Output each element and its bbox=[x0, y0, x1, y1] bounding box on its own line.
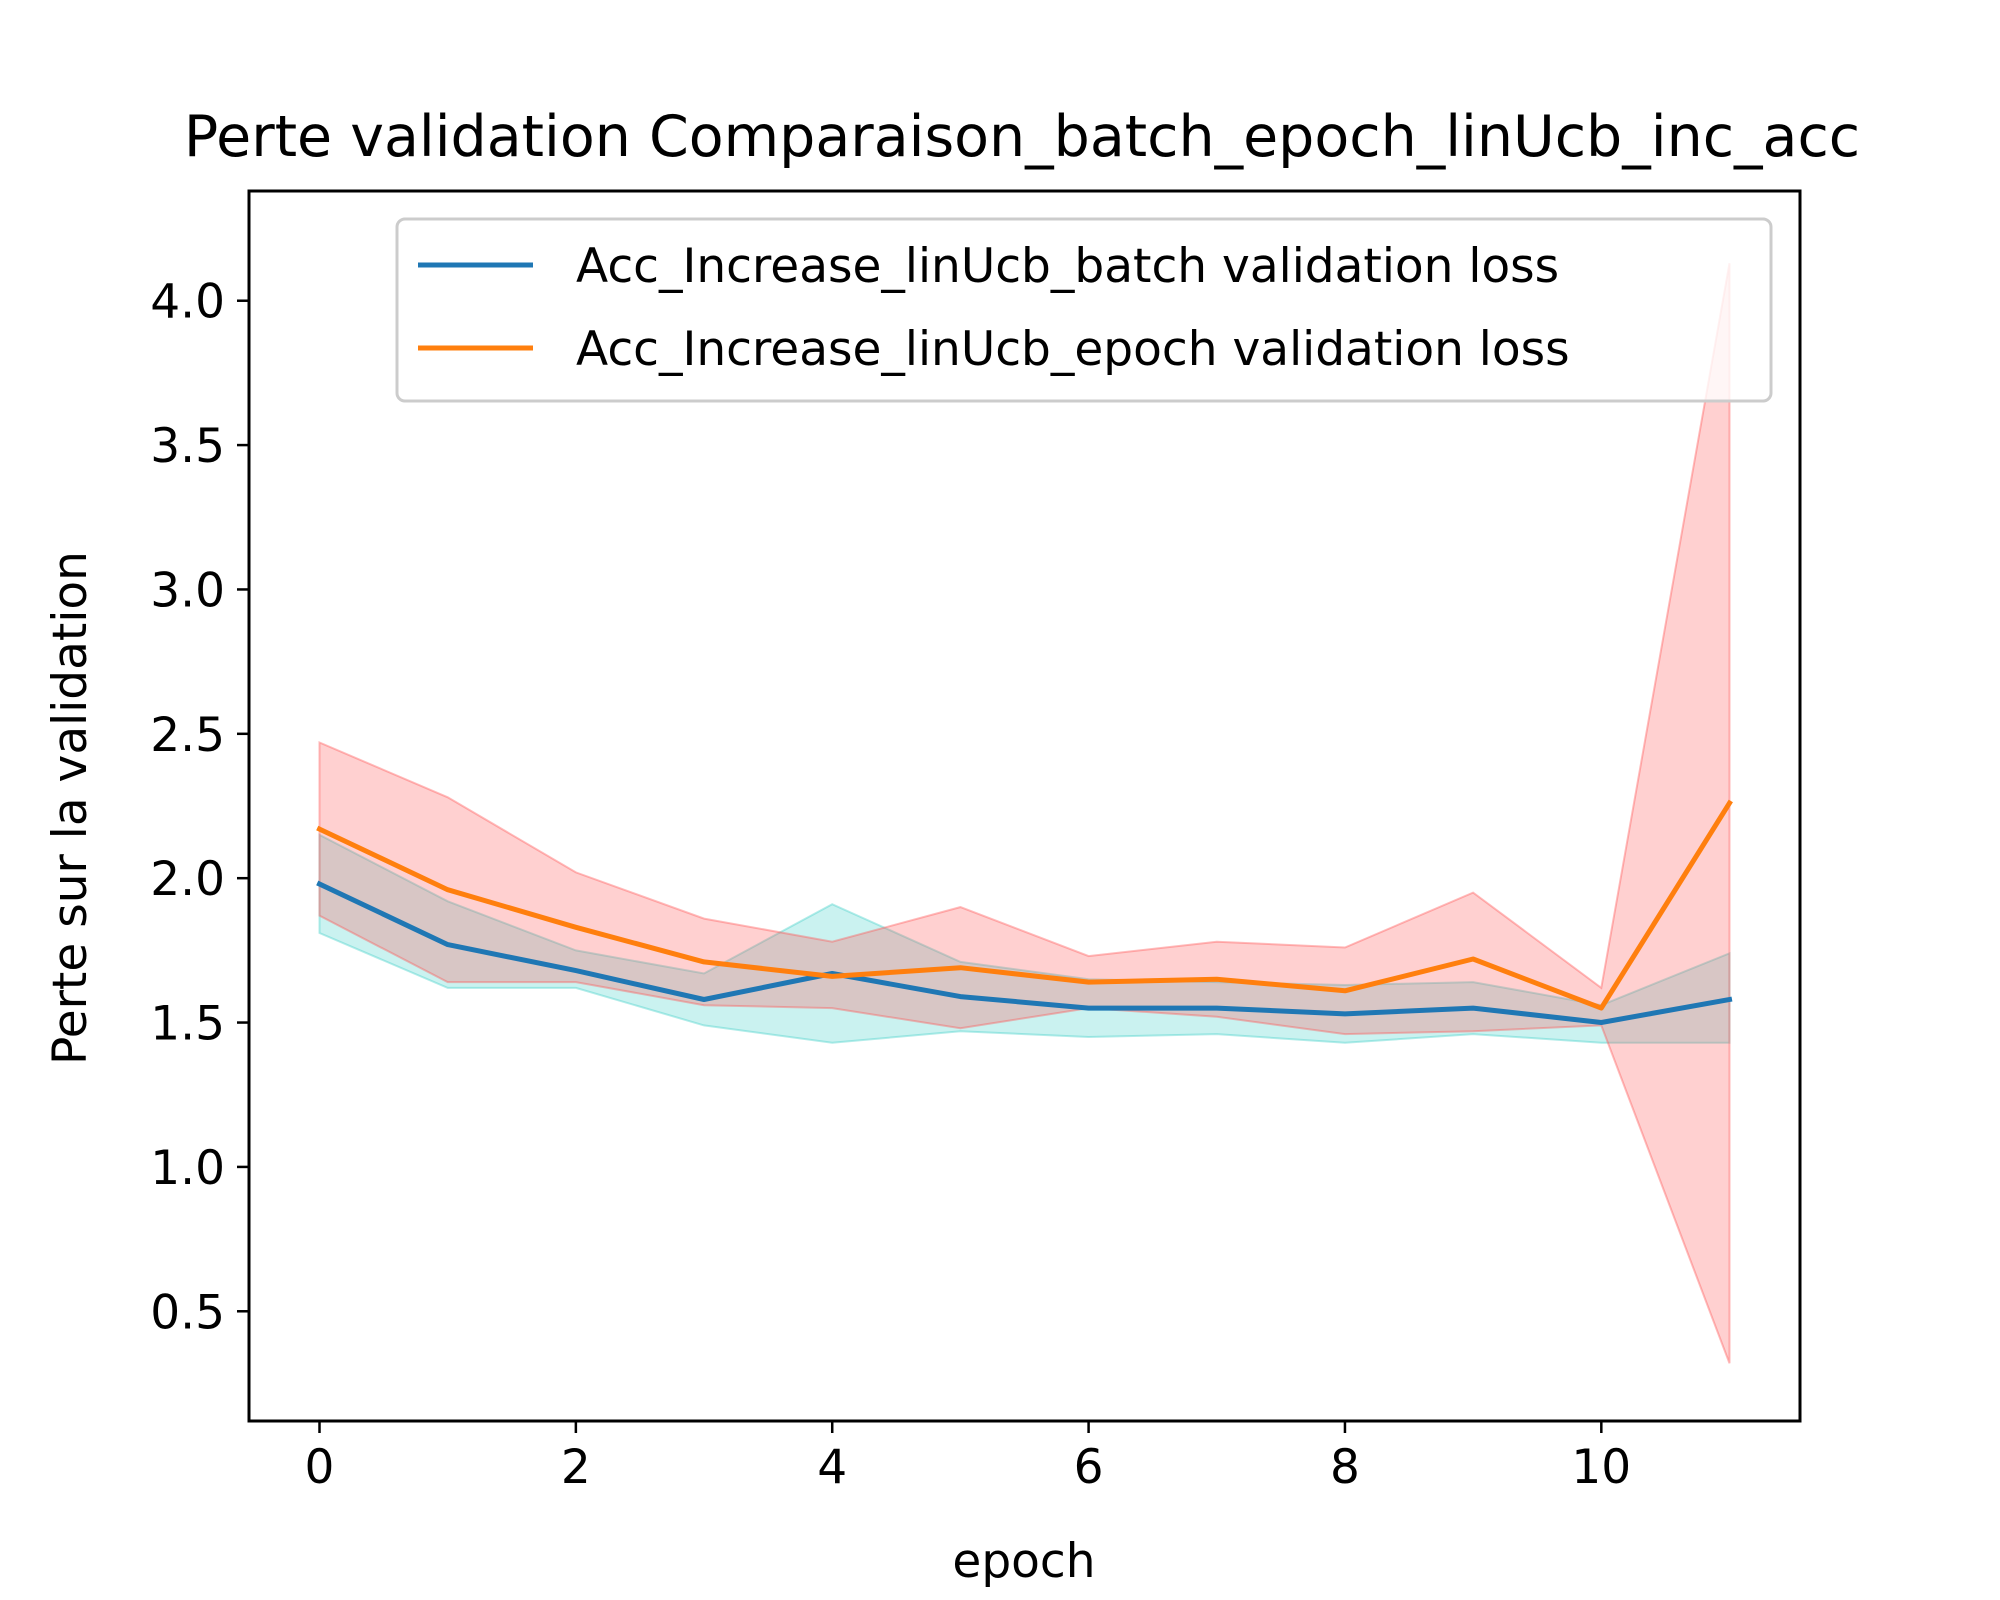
y-axis-label: Perte sur la validation bbox=[43, 551, 98, 1065]
y-tick-label: 2.0 bbox=[150, 852, 225, 907]
series-line-1 bbox=[316, 799, 1733, 1011]
legend-box bbox=[395, 217, 1773, 403]
x-tick-label: 6 bbox=[1074, 1440, 1104, 1495]
x-axis: 0 2 4 6 8 10 bbox=[305, 1421, 1631, 1495]
y-tick-label: 4.0 bbox=[150, 275, 225, 330]
confidence-band-1 bbox=[318, 263, 1731, 1364]
chart-title: Perte validation Comparaison_batch_epoch… bbox=[184, 104, 1860, 170]
legend-label-epoch: Acc_Increase_linUcb_epoch validation los… bbox=[576, 322, 1570, 377]
y-tick-label: 2.5 bbox=[150, 708, 225, 763]
series-line-0 bbox=[316, 880, 1733, 1025]
y-axis: 0.5 1.0 1.5 2.0 2.5 3.0 3.5 4.0 bbox=[150, 275, 249, 1340]
x-tick-label: 2 bbox=[561, 1440, 591, 1495]
plot-area bbox=[316, 263, 1733, 1364]
y-tick-label: 3.5 bbox=[150, 419, 225, 474]
x-tick-label: 0 bbox=[305, 1440, 335, 1495]
y-tick-label: 1.0 bbox=[150, 1141, 225, 1196]
axes-frame bbox=[247, 189, 1802, 1423]
y-tick-label: 3.0 bbox=[150, 563, 225, 618]
y-tick-label: 1.5 bbox=[150, 997, 225, 1052]
y-tick-label: 0.5 bbox=[150, 1285, 225, 1340]
x-axis-label: epoch bbox=[952, 1534, 1095, 1589]
x-tick-label: 10 bbox=[1571, 1440, 1631, 1495]
x-tick-label: 4 bbox=[817, 1440, 847, 1495]
legend-label-batch: Acc_Increase_linUcb_batch validation los… bbox=[576, 239, 1559, 294]
x-tick-label: 8 bbox=[1330, 1440, 1360, 1495]
legend: Acc_Increase_linUcb_batch validation los… bbox=[395, 217, 1773, 403]
